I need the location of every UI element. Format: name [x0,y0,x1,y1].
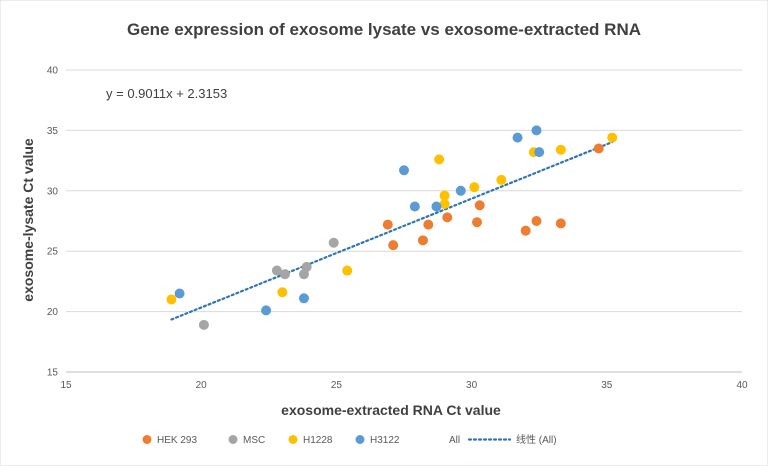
legend-label-hek-293: HEK 293 [157,435,197,446]
y-tick-label: 30 [47,186,59,197]
data-point-h1228 [496,174,507,185]
data-point-h1228 [469,182,480,193]
y-tick-label: 20 [47,307,59,318]
y-tick-label: 35 [47,126,59,137]
data-point-hek-293 [593,143,604,154]
tick-labels: 15 20 25 30 35 40 15 20 25 30 35 40 [47,66,748,392]
x-tick-label: 30 [466,380,478,391]
legend-marker-msc [228,435,238,444]
data-point-hek-293 [388,240,399,251]
data-point-h1228 [277,287,288,298]
data-point-h1228 [434,154,445,165]
data-point-h3122 [455,185,466,196]
data-point-hek-293 [423,219,434,230]
legend-label-all: All [449,435,460,446]
data-point-msc [280,269,291,280]
data-point-h3122 [261,305,272,316]
legend-label-trendline: 线性 (All) [516,433,557,446]
data-point-msc [328,237,339,248]
legend-label-msc: MSC [243,435,265,446]
gridlines [66,69,742,313]
x-tick-label: 35 [601,380,613,391]
data-point-h3122 [512,132,523,143]
data-point-hek-293 [442,212,453,223]
data-point-hek-293 [472,217,483,228]
data-point-h1228 [166,294,177,305]
legend-marker-h3122 [355,435,365,444]
x-tick-label: 20 [196,380,208,391]
y-tick-label: 40 [47,66,59,77]
legend-marker-hek-293 [142,435,152,444]
data-point-h3122 [534,147,545,158]
chart-title: Gene expression of exosome lysate vs exo… [127,20,641,39]
data-point-hek-293 [531,216,542,226]
x-axis-title: exosome-extracted RNA Ct value [281,402,501,418]
trendline [170,140,614,321]
data-point-h1228 [342,265,353,276]
y-axis-title: exosome-lysate Ct value [20,138,36,302]
data-point-msc [301,261,312,272]
data-points [166,125,618,330]
data-point-h3122 [174,288,185,299]
data-point-h3122 [431,201,442,212]
data-point-h3122 [409,201,420,212]
data-point-hek-293 [417,235,428,246]
data-point-hek-293 [555,218,566,229]
y-tick-label: 25 [47,247,59,258]
data-point-hek-293 [474,200,485,211]
data-point-h1228 [607,132,618,143]
data-point-h1228 [555,144,566,155]
data-point-h3122 [399,165,409,176]
data-point-h3122 [531,125,542,136]
x-tick-label: 15 [60,380,72,391]
trendline-layer [170,140,614,321]
data-point-h3122 [298,293,309,304]
data-point-h1228 [439,199,450,210]
data-point-msc [271,265,282,276]
legend-label-h3122: H3122 [370,435,400,446]
data-point-hek-293 [520,225,531,236]
legend: HEK 293 MSC H1228 H3122 All 线性 (All) [142,433,557,446]
data-point-msc [198,319,209,330]
trendline-equation: y = 0.9011x + 2.3153 [106,86,227,101]
legend-marker-h1228 [288,435,298,444]
data-point-hek-293 [382,219,393,230]
y-tick-label: 15 [47,368,59,379]
data-point-h1228 [439,190,450,201]
legend-label-h1228: H1228 [303,435,333,446]
x-tick-label: 25 [331,380,343,391]
x-tick-label: 40 [736,380,748,391]
